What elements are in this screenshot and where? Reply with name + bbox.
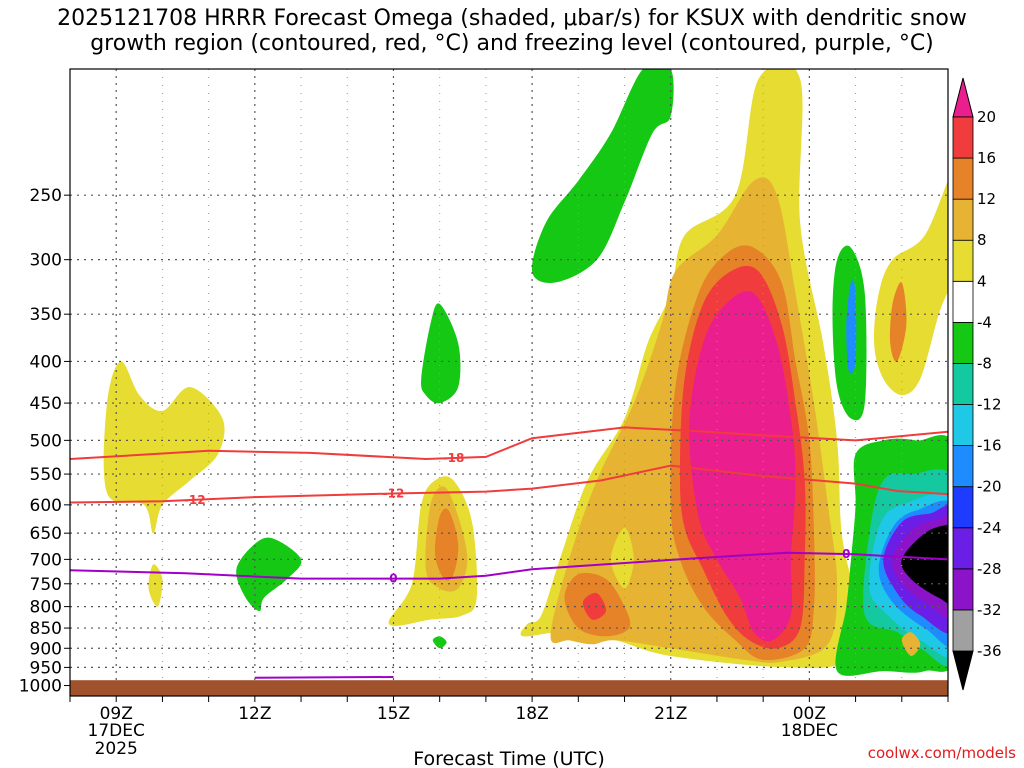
colorbar-label--4: -4 xyxy=(977,313,992,331)
colorbar-label--24: -24 xyxy=(977,519,1002,537)
colorbar-label-20: 20 xyxy=(977,108,996,126)
x-tick-date-00Z: 18DEC xyxy=(781,721,838,741)
x-tick-label-00Z: 00Z xyxy=(793,704,826,724)
y-tick-label-650: 650 xyxy=(30,524,62,544)
x-tick-date-09Z: 17DEC xyxy=(88,721,145,741)
colorbar-label--28: -28 xyxy=(977,560,1002,578)
colorbar-label--8: -8 xyxy=(977,354,992,372)
y-tick-label-750: 750 xyxy=(30,575,62,595)
y-tick-label-600: 600 xyxy=(30,496,62,516)
plot-frame xyxy=(69,68,949,697)
y-tick-label-1000: 1000 xyxy=(19,677,62,697)
colorbar-swatch--4 xyxy=(952,280,974,323)
colorbar: -36 -32 -28 -24 -20 -16 -12 -8 -4 4 8 12 16 20 xyxy=(952,77,1002,691)
x-tick-year-09Z: 2025 xyxy=(95,739,138,759)
grid-lines xyxy=(70,69,948,696)
omega-neg16-ur xyxy=(846,280,857,374)
chart-title-line-1: 2025121708 HRRR Forecast Omega (shaded, … xyxy=(57,6,967,31)
y-tick-label-550: 550 xyxy=(30,465,62,485)
plot-area: -18 -12 -12 0 0 xyxy=(70,69,948,696)
colorbar-bottom-arrow xyxy=(952,650,974,691)
colorbar-label-12: 12 xyxy=(977,190,996,208)
omega-neg8-16z xyxy=(421,303,461,404)
contour-neg18 xyxy=(70,426,948,461)
y-tick-label-350: 350 xyxy=(30,305,62,325)
y-tick-label-500: 500 xyxy=(30,431,62,451)
y-tick-label-300: 300 xyxy=(30,251,62,271)
colorbar-label-8: 8 xyxy=(977,231,987,249)
colorbar-swatch-12 xyxy=(952,157,974,200)
y-tick-label-900: 900 xyxy=(30,639,62,659)
chart-title: 2025121708 HRRR Forecast Omega (shaded, … xyxy=(0,6,1024,56)
omega-12-ur xyxy=(889,282,907,362)
x-tick-label-12Z: 12Z xyxy=(238,704,271,724)
omega-12-16z xyxy=(434,508,459,581)
colorbar-swatch-16 xyxy=(952,116,974,159)
colorbar-swatch--20 xyxy=(952,445,974,488)
y-tick-label-250: 250 xyxy=(30,186,62,206)
colorbar-label--20: -20 xyxy=(977,478,1002,496)
omega-neg36-right xyxy=(901,524,948,604)
colorbar-label-16: 16 xyxy=(977,149,996,167)
contour-label-0-1: 0 xyxy=(842,547,850,561)
colorbar-swatch-8 xyxy=(952,198,974,241)
omega-16-lobe xyxy=(582,592,607,620)
omega-4-10z xyxy=(103,361,225,534)
credit-text: coolwx.com/models xyxy=(868,744,1016,762)
x-tick-label-18Z: 18Z xyxy=(515,704,548,724)
y-tick-label-950: 950 xyxy=(30,658,62,678)
contour-label-0-0: 0 xyxy=(389,572,397,586)
colorbar-top-arrow xyxy=(952,77,974,118)
omega-neg8-17z xyxy=(531,69,674,283)
omega-4-10z-low xyxy=(148,564,163,607)
x-tick-label-15Z: 15Z xyxy=(377,704,410,724)
y-tick-label-400: 400 xyxy=(30,352,62,372)
y-axis: 2503003504004505005506006507007508008509… xyxy=(19,186,70,697)
colorbar-label--12: -12 xyxy=(977,396,1002,414)
contour-lines: -18 -12 -12 0 0 xyxy=(70,426,948,679)
colorbar-swatch--36 xyxy=(952,609,974,652)
y-tick-label-700: 700 xyxy=(30,550,62,570)
y-tick-label-450: 450 xyxy=(30,394,62,414)
y-tick-label-800: 800 xyxy=(30,598,62,618)
terrain-band xyxy=(70,680,948,696)
colorbar-swatch--12 xyxy=(952,363,974,405)
omega-8-ur xyxy=(901,632,921,657)
colorbar-swatch--24 xyxy=(952,486,974,529)
omega-8-gap xyxy=(610,527,634,589)
colorbar-swatch--8 xyxy=(952,321,974,364)
colorbar-swatch--28 xyxy=(952,527,974,570)
colorbar-label--36: -36 xyxy=(977,642,1002,660)
contour-label-neg18-0: -18 xyxy=(443,451,465,465)
contour-label-neg12-0: -12 xyxy=(383,486,405,500)
x-tick-label-09Z: 09Z xyxy=(100,704,133,724)
colorbar-label-4: 4 xyxy=(977,272,987,290)
contour-0-surface xyxy=(254,676,394,679)
contour-neg12 xyxy=(70,464,948,504)
colorbar-swatch-4 xyxy=(952,239,974,282)
x-axis-label: Forecast Time (UTC) xyxy=(413,748,604,768)
y-tick-label-850: 850 xyxy=(30,619,62,639)
omega-neg8-12z xyxy=(236,537,302,611)
colorbar-swatch--32 xyxy=(952,568,974,611)
colorbar-label--32: -32 xyxy=(977,601,1002,619)
x-tick-label-21Z: 21Z xyxy=(654,704,687,724)
colorbar-label--16: -16 xyxy=(977,437,1002,455)
contour-label-neg12-1: -12 xyxy=(184,493,206,507)
chart-title-line-2: growth region (contoured, red, °C) and f… xyxy=(90,31,934,56)
colorbar-swatch--16 xyxy=(952,404,974,447)
omega-neg8-16z-low xyxy=(432,636,447,649)
contour-0 xyxy=(70,551,948,580)
omega-shading xyxy=(103,69,948,676)
